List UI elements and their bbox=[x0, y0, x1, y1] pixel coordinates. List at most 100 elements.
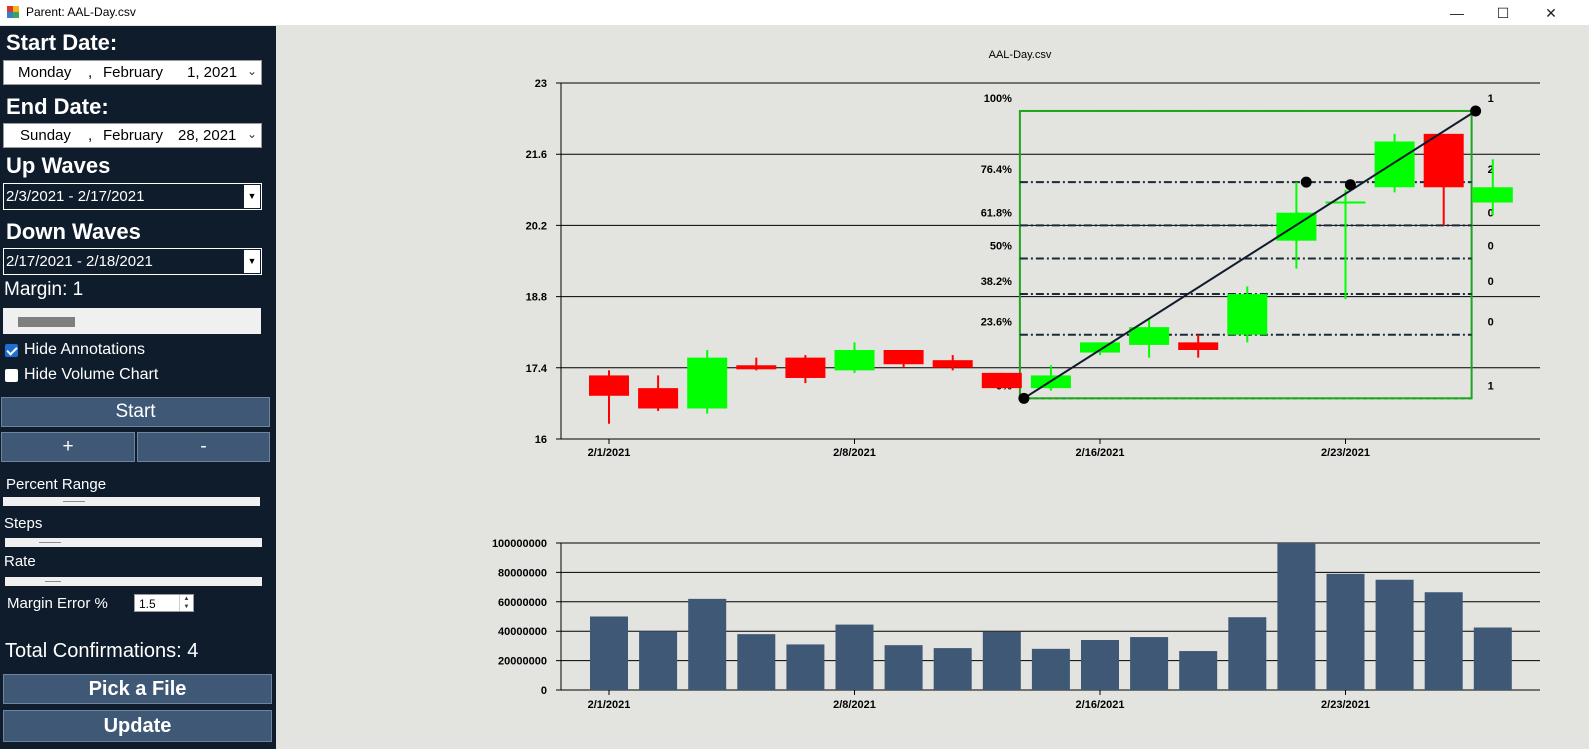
dropdown-arrow-icon[interactable]: ▼ bbox=[244, 185, 260, 208]
update-button[interactable]: Update bbox=[3, 710, 272, 742]
volume-y-tick-label: 80000000 bbox=[498, 567, 547, 579]
price-y-tick-label: 17.4 bbox=[526, 363, 548, 375]
minus-button[interactable]: - bbox=[137, 432, 270, 462]
price-y-tick-label: 21.6 bbox=[526, 149, 547, 161]
chevron-down-icon: ⌄ bbox=[246, 127, 257, 141]
price-y-tick-label: 16 bbox=[535, 434, 547, 446]
candle-body-down bbox=[883, 350, 924, 365]
wave-line bbox=[1023, 110, 1477, 400]
plus-button[interactable]: + bbox=[1, 432, 135, 462]
fib-level-label: 76.4% bbox=[981, 164, 1012, 176]
window-title: Parent: AAL-Day.csv bbox=[26, 5, 136, 19]
hide-annotations-label: Hide Annotations bbox=[24, 341, 145, 358]
down-waves-value: 2/17/2021 - 2/18/2021 bbox=[6, 253, 153, 270]
dropdown-arrow-icon[interactable]: ▼ bbox=[244, 250, 260, 273]
volume-bar bbox=[1326, 573, 1365, 690]
maximize-button[interactable]: ☐ bbox=[1496, 4, 1510, 21]
start-date-separator: , bbox=[88, 64, 93, 81]
fib-level-label: 61.8% bbox=[981, 207, 1012, 219]
volume-bar bbox=[1375, 579, 1414, 690]
close-button[interactable]: ✕ bbox=[1545, 4, 1557, 21]
steps-label: Steps bbox=[4, 515, 43, 532]
end-date-weekday: Sunday bbox=[20, 127, 71, 144]
volume-y-axis: 0 20000000 40000000 60000000 80000000 1000000… bbox=[492, 538, 547, 697]
candle-body-down bbox=[1423, 133, 1464, 188]
volume-bar bbox=[1424, 592, 1463, 690]
margin-label: Margin: 1 bbox=[4, 279, 84, 300]
volume-y-tick-label: 100000000 bbox=[492, 538, 547, 550]
down-waves-heading: Down Waves bbox=[6, 219, 141, 244]
up-waves-value: 2/3/2021 - 2/17/2021 bbox=[6, 188, 145, 205]
steps-slider[interactable] bbox=[5, 538, 262, 547]
price-x-tick-label: 2/23/2021 bbox=[1321, 447, 1370, 459]
volume-bar bbox=[1130, 637, 1169, 690]
candles bbox=[589, 133, 1513, 424]
up-waves-dropdown[interactable]: 2/3/2021 - 2/17/2021 ▼ bbox=[3, 183, 262, 210]
price-x-axis: 2/1/2021 2/8/2021 2/16/2021 2/23/2021 bbox=[588, 439, 1370, 459]
down-waves-dropdown[interactable]: 2/17/2021 - 2/18/2021 ▼ bbox=[3, 248, 262, 275]
volume-y-tick-label: 0 bbox=[541, 685, 547, 697]
volume-bar bbox=[688, 598, 727, 690]
volume-bar bbox=[590, 616, 628, 690]
fib-level-label: 23.6% bbox=[981, 317, 1012, 329]
wave-marker bbox=[1344, 179, 1356, 191]
volume-x-tick-label: 2/23/2021 bbox=[1321, 699, 1370, 711]
hide-annotations-checkbox[interactable] bbox=[5, 344, 18, 357]
end-date-picker[interactable]: Sunday , February 28, 2021 ⌄ bbox=[3, 123, 262, 148]
start-date-picker[interactable]: Monday , February 1, 2021 ⌄ bbox=[3, 60, 262, 85]
hide-volume-checkbox[interactable] bbox=[5, 369, 18, 382]
chart-area: AAL-Day.csv 16 17.4 18.8 20.2 21.6 23 2/1/202… bbox=[492, 49, 1540, 711]
candle-body-down bbox=[932, 360, 973, 368]
fib-level-count: 0 bbox=[1488, 317, 1494, 329]
volume-bar bbox=[639, 631, 678, 690]
percent-range-thumb[interactable] bbox=[63, 501, 85, 502]
volume-bar bbox=[1179, 651, 1218, 690]
volume-y-tick-label: 40000000 bbox=[498, 626, 547, 638]
volume-bar bbox=[835, 624, 874, 690]
rate-slider[interactable] bbox=[5, 577, 262, 586]
steps-thumb[interactable] bbox=[39, 542, 61, 543]
percent-range-label: Percent Range bbox=[6, 476, 107, 493]
pick-file-button[interactable]: Pick a File bbox=[3, 674, 272, 704]
minimize-button[interactable]: — bbox=[1450, 5, 1464, 21]
price-chart-title: AAL-Day.csv bbox=[989, 49, 1052, 61]
fib-level-label: 38.2% bbox=[981, 276, 1012, 288]
volume-bar bbox=[982, 631, 1021, 690]
candle-body-up bbox=[1374, 141, 1415, 188]
candle-body-down bbox=[736, 365, 777, 370]
price-x-tick-label: 2/8/2021 bbox=[833, 447, 876, 459]
margin-slider-thumb[interactable] bbox=[18, 317, 75, 327]
margin-slider[interactable] bbox=[3, 308, 261, 334]
price-y-tick-label: 20.2 bbox=[526, 220, 547, 232]
wave-marker bbox=[1018, 392, 1030, 404]
app-icon bbox=[7, 6, 19, 18]
candle-body-up bbox=[687, 357, 728, 409]
wave-marker bbox=[1470, 105, 1482, 117]
candle-body-up bbox=[1129, 327, 1170, 345]
price-y-tick-label: 23 bbox=[535, 78, 547, 90]
fib-level-label: 100% bbox=[984, 93, 1012, 105]
start-date-heading: Start Date: bbox=[6, 30, 118, 55]
fibonacci-overlay: 100%176.4%261.8%050%038.2%023.6%00%1 bbox=[981, 93, 1494, 400]
percent-range-slider[interactable] bbox=[3, 497, 260, 506]
margin-error-stepper[interactable]: 1.5 ▲ ▼ bbox=[134, 594, 194, 612]
volume-y-tick-label: 20000000 bbox=[498, 656, 547, 668]
volume-x-axis: 2/1/2021 2/8/2021 2/16/2021 2/23/2021 bbox=[588, 690, 1370, 711]
title-bar: Parent: AAL-Day.csv — ☐ ✕ bbox=[0, 0, 1589, 26]
volume-bar bbox=[1228, 617, 1267, 690]
rate-thumb[interactable] bbox=[45, 581, 61, 582]
volume-y-tick-label: 60000000 bbox=[498, 597, 547, 609]
spinner-arrows-icon[interactable]: ▲ ▼ bbox=[179, 595, 193, 611]
candle-body-up bbox=[834, 350, 875, 371]
price-x-tick-label: 2/16/2021 bbox=[1076, 447, 1125, 459]
fib-level-count: 0 bbox=[1488, 276, 1494, 288]
volume-bar bbox=[1031, 648, 1070, 690]
start-date-day-year: 1, 2021 bbox=[187, 64, 238, 81]
rate-label: Rate bbox=[4, 553, 36, 570]
end-date-heading: End Date: bbox=[6, 94, 109, 119]
fib-level-count: 0 bbox=[1488, 240, 1494, 252]
volume-x-tick-label: 2/16/2021 bbox=[1076, 699, 1125, 711]
candle-body-down bbox=[638, 388, 679, 409]
candle-body-up bbox=[1472, 187, 1513, 203]
start-button[interactable]: Start bbox=[1, 397, 270, 427]
